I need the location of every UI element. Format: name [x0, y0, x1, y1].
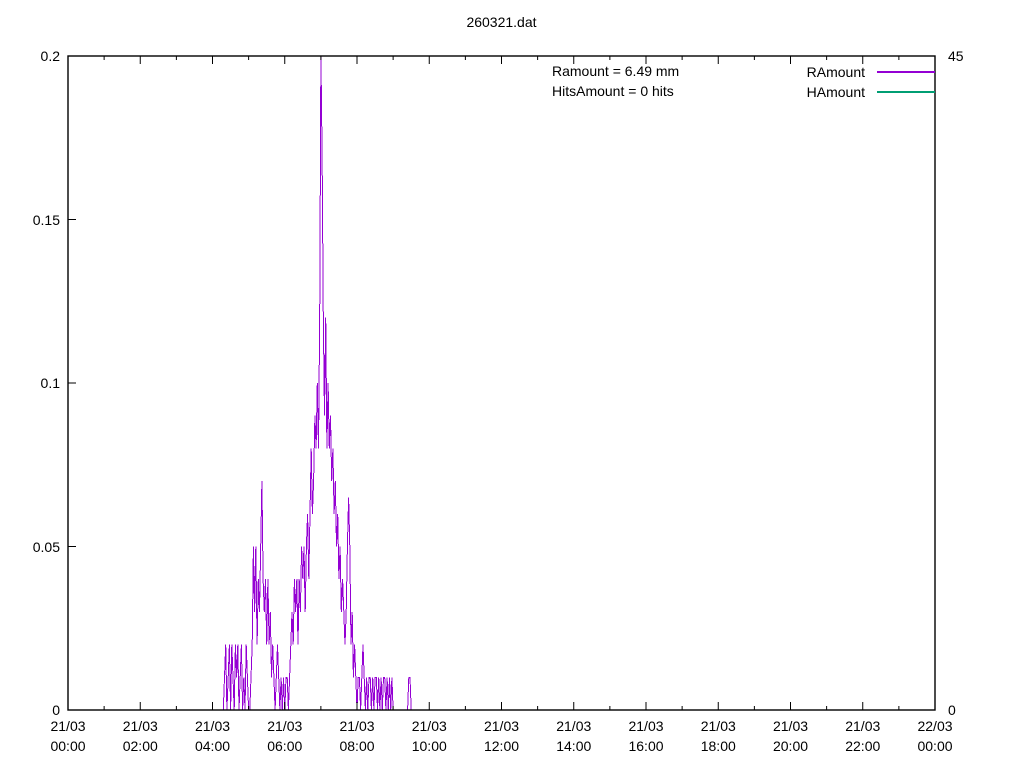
legend-item-hamount: HAmount	[807, 82, 935, 102]
x-tick-label: 22/03 00:00	[917, 718, 953, 754]
x-tick-label: 21/03 10:00	[411, 718, 447, 754]
y-tick-label: 0.15	[32, 211, 60, 228]
y-tick-label: 0.2	[40, 48, 60, 64]
x-tick-label: 21/03 04:00	[194, 718, 231, 754]
x-tick-label: 21/03 20:00	[772, 718, 809, 754]
legend-line-hamount-icon	[877, 91, 935, 93]
annotation-hitsamount: HitsAmount = 0 hits	[552, 83, 674, 99]
x-tick-label: 21/03 12:00	[483, 718, 520, 754]
x-tick-label: 21/03 06:00	[267, 718, 303, 754]
y-tick-label: 0.05	[32, 538, 60, 555]
annotation-ramount: Ramount = 6.49 mm	[552, 63, 680, 79]
x-tick-label: 21/03 16:00	[628, 718, 664, 754]
x-tick-label: 21/03 14:00	[556, 718, 592, 754]
x-tick-label: 21/03 02:00	[122, 718, 158, 754]
legend-item-ramount: RAmount	[807, 62, 935, 82]
x-tick-label: 21/03 08:00	[339, 718, 375, 754]
y2-tick-label: 45	[948, 48, 964, 64]
chart-title: 260321.dat	[466, 14, 537, 30]
legend-line-ramount-icon	[877, 71, 935, 73]
x-tick-label: 21/03 00:00	[50, 718, 86, 754]
y-tick-label: 0	[52, 702, 60, 718]
series-ramount-line	[222, 55, 412, 711]
x-tick-label: 21/03 18:00	[700, 718, 736, 754]
x-tick-label: 21/03 22:00	[845, 718, 881, 754]
y-tick-label: 0.1	[40, 375, 60, 391]
y2-tick-label: 0	[948, 702, 956, 718]
legend-label-ramount: RAmount	[806, 64, 865, 80]
legend-label-hamount: HAmount	[806, 84, 865, 100]
legend: RAmount HAmount	[807, 62, 935, 102]
